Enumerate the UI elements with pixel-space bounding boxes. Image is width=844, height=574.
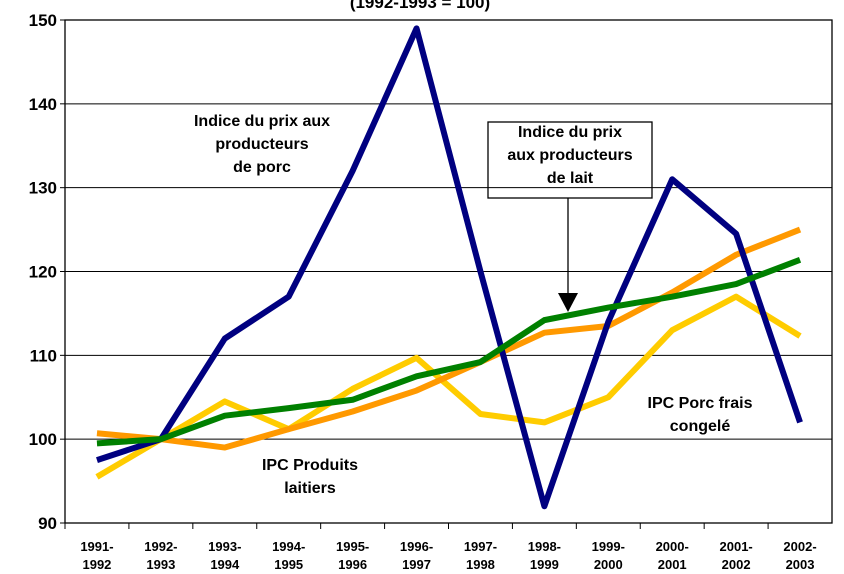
x-tick-label: 2002-2003 (783, 539, 816, 572)
x-tick-label: 1996-1997 (400, 539, 433, 572)
annotation: aux producteurs (507, 147, 632, 164)
y-tick-label: 120 (29, 263, 57, 282)
annotation: IPC Porc frais (648, 395, 753, 412)
series-line (95, 293, 802, 480)
y-tick-label: 130 (29, 179, 57, 198)
annotation: de lait (547, 170, 594, 187)
x-tick-label: 1991-1992 (80, 539, 113, 572)
series-line (96, 25, 803, 510)
annotation: de porc (233, 159, 291, 176)
annotation: Indice du prix aux (194, 113, 330, 130)
series-line (96, 226, 802, 451)
y-tick-label: 100 (29, 430, 57, 449)
annotation: IPC Produits (262, 457, 358, 474)
y-tick-label: 150 (29, 11, 57, 30)
y-tick-label: 90 (38, 514, 57, 533)
annotation-box (487, 121, 653, 199)
annotation: Indice du prix (518, 124, 622, 141)
arrow-head (558, 293, 578, 312)
x-tick-label: 1992-1993 (144, 539, 177, 572)
x-tick-label: 1994-1995 (272, 539, 305, 572)
annotation: producteurs (215, 136, 308, 153)
annotation: laitiers (284, 480, 336, 497)
annotation: congelé (670, 418, 731, 435)
x-tick-label: 1999-2000 (592, 539, 625, 572)
x-tick-label: 1995-1996 (336, 539, 369, 572)
x-tick-label: 1998-1999 (528, 539, 561, 572)
x-tick-label: 2001-2002 (720, 539, 753, 572)
series-line (96, 256, 802, 447)
y-tick-label: 110 (30, 346, 57, 365)
chart-title: (1992-1993 = 100) (350, 0, 490, 12)
x-tick-label: 1993-1994 (208, 539, 241, 572)
x-tick-label: 1997-1998 (464, 539, 497, 572)
x-tick-label: 2000-2001 (656, 539, 689, 572)
y-tick-label: 140 (29, 95, 57, 114)
